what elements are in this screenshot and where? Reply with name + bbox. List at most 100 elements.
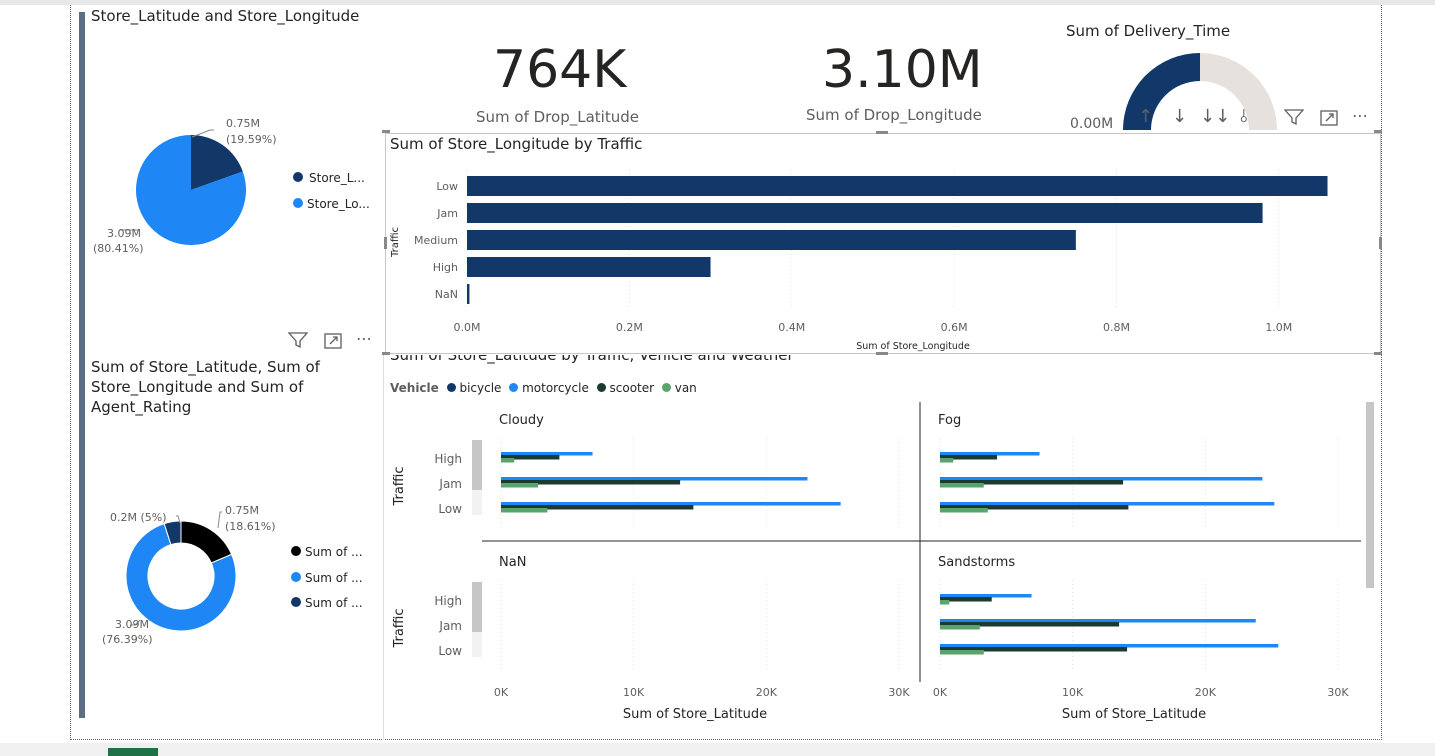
sm-bar-van[interactable]: [501, 458, 515, 463]
bar-resize-handle-ml[interactable]: [384, 237, 387, 249]
pie-legend-label-2: Store_Lo...: [307, 197, 370, 211]
sm-bar-scooter[interactable]: [501, 505, 694, 510]
donut-legend-dot-3: [291, 597, 301, 607]
sm-bar-scooter[interactable]: [940, 647, 1128, 652]
pie-slice-1[interactable]: [191, 135, 243, 190]
sm-bar-van[interactable]: [940, 625, 980, 630]
gauge-fill: [1123, 53, 1200, 130]
sm-bar-van[interactable]: [501, 508, 548, 513]
page-border: [70, 5, 1382, 740]
bar-x-tick: 1.0M: [1265, 321, 1292, 334]
sm-bar-van[interactable]: [940, 508, 988, 513]
donut-leader-a: [176, 515, 181, 524]
gauge-focus-mode-icon[interactable]: [1320, 109, 1340, 132]
sm-legend-label-van[interactable]: van: [674, 381, 697, 395]
sm-bar-scooter[interactable]: [940, 622, 1120, 627]
sm-x-axis-label: Sum of Store_Latitude: [623, 707, 767, 722]
sm-legend-dot-motorcycle: [509, 383, 519, 392]
pie-label-1-pct: (19.59%): [226, 133, 277, 146]
bar-y-tick: Low: [436, 180, 458, 193]
donut-legend-item-1[interactable]: Sum of ...: [291, 545, 363, 559]
sm-legend-label-scooter[interactable]: scooter: [609, 381, 655, 395]
donut-legend-dot-1: [291, 546, 301, 556]
sm-scrollbar[interactable]: [1366, 402, 1374, 588]
sort-descending-icon[interactable]: ↓: [1172, 106, 1188, 127]
gauge-chart: [1123, 53, 1277, 130]
expand-all-icon[interactable]: ↓↓: [1200, 106, 1231, 127]
sm-bar-motorcycle[interactable]: [940, 452, 1040, 456]
donut-legend-item-3[interactable]: Sum of ...: [291, 596, 363, 610]
bar-resize-handle-tl[interactable]: [382, 130, 390, 133]
pie-more-options-icon[interactable]: ⋯: [356, 329, 373, 348]
bar-x-tick: 0.2M: [616, 321, 643, 334]
pie-label-2-value: 3.09M: [107, 227, 141, 240]
sm-bar-scooter[interactable]: [501, 480, 681, 485]
sm-y-tick: Low: [438, 502, 462, 516]
sm-bar-scooter[interactable]: [940, 597, 992, 602]
bar-high[interactable]: [467, 257, 711, 277]
sm-x-tick: 10K: [623, 686, 645, 699]
page-tab-active[interactable]: [108, 748, 158, 756]
sm-x-tick: 0K: [933, 686, 948, 699]
sm-bar-scooter[interactable]: [940, 505, 1129, 510]
bar-resize-handle-bc[interactable]: [876, 352, 888, 355]
bar-nan[interactable]: [467, 284, 470, 304]
donut-label-c-pct: (76.39%): [102, 633, 153, 646]
donut-leader-c: [130, 619, 141, 626]
sm-bar-van[interactable]: [940, 650, 984, 655]
sm-legend-dot-bicycle: [446, 383, 456, 392]
sm-bar-motorcycle[interactable]: [501, 502, 841, 506]
sm-panel-title: Cloudy: [499, 413, 544, 428]
bar-low[interactable]: [467, 176, 1328, 196]
sm-bar-motorcycle[interactable]: [501, 477, 808, 481]
small-multiples-chart: Cloudy High Jam Low Traffic Fog NaN High Jam Low T…: [392, 402, 1361, 722]
bar-resize-handle-mr[interactable]: [1379, 237, 1382, 249]
sm-bar-motorcycle[interactable]: [940, 477, 1263, 481]
sm-legend-label-bicycle[interactable]: bicycle: [459, 381, 502, 395]
bar-resize-handle-bl[interactable]: [382, 352, 390, 355]
drill-down-icon[interactable]: ⫰: [1240, 106, 1248, 127]
sm-bar-scooter[interactable]: [501, 455, 560, 460]
donut-title: Sum of Store_Latitude, Sum of Store_Long…: [91, 358, 320, 416]
pie-focus-mode-icon[interactable]: [324, 332, 344, 355]
bar-x-tick: 0.6M: [941, 321, 968, 334]
sm-bar-motorcycle[interactable]: [940, 594, 1032, 598]
kpi-drop-longitude-label: Sum of Drop_Longitude: [806, 106, 982, 124]
sm-bar-motorcycle[interactable]: [940, 502, 1275, 506]
sm-bar-scooter[interactable]: [940, 480, 1124, 485]
sm-bar-motorcycle[interactable]: [501, 452, 593, 456]
gauge-min-label: 0.00M: [1070, 116, 1114, 132]
bar-resize-handle-br[interactable]: [1374, 352, 1382, 355]
bar-chart: 0.0M 0.2M 0.4M 0.6M 0.8M 1.0M Low Jam Medium High…: [390, 170, 1328, 352]
bar-jam[interactable]: [467, 203, 1263, 223]
visual-divider: [383, 355, 384, 740]
bar-resize-handle-tc[interactable]: [876, 131, 888, 134]
bar-x-tick: 0.4M: [778, 321, 805, 334]
gauge-filter-icon[interactable]: [1283, 108, 1305, 131]
donut-slice-2[interactable]: [125, 523, 237, 632]
sm-bar-scooter[interactable]: [940, 455, 998, 460]
bar-y-tick: Medium: [414, 234, 458, 247]
sm-y-tick: High: [434, 452, 462, 466]
pie-legend-item-2[interactable]: Store_Lo...: [293, 197, 370, 211]
sm-bar-van[interactable]: [940, 483, 984, 488]
bar-medium[interactable]: [467, 230, 1076, 250]
bar-resize-handle-tr[interactable]: [1374, 130, 1382, 133]
sm-bar-motorcycle[interactable]: [940, 619, 1256, 623]
pie-legend-item-1[interactable]: Store_L...: [293, 171, 365, 185]
pie-legend-dot-1: [293, 172, 303, 182]
donut-slice-3[interactable]: [163, 520, 182, 546]
sm-legend-label-motorcycle[interactable]: motorcycle: [522, 381, 589, 395]
pie-slice-2[interactable]: [136, 135, 246, 245]
sm-bar-van[interactable]: [940, 600, 950, 605]
donut-slice-1[interactable]: [180, 520, 233, 564]
sm-bar-van[interactable]: [940, 458, 954, 463]
donut-legend-item-2[interactable]: Sum of ...: [291, 571, 363, 585]
sm-bar-motorcycle[interactable]: [940, 644, 1279, 648]
sm-bar-van[interactable]: [501, 483, 539, 488]
kpi-drop-longitude-value: 3.10M: [822, 40, 983, 100]
left-accent-bar: [79, 12, 85, 718]
pie-filter-icon[interactable]: [287, 331, 309, 354]
gauge-more-options-icon[interactable]: ⋯: [1352, 106, 1368, 125]
sort-ascending-icon[interactable]: ↑: [1138, 106, 1154, 127]
